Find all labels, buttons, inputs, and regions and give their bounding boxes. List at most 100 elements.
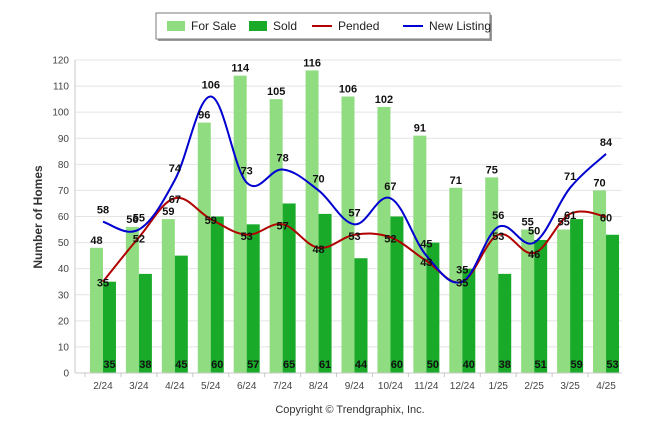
label-pended: 43 [420,257,432,269]
bar-sold [462,268,476,373]
bar-sold [246,224,260,373]
label-pended: 57 [277,220,289,232]
label-sold: 60 [391,359,403,371]
label-for-sale: 105 [267,86,285,98]
label-for-sale: 75 [486,164,498,176]
bar-sold [138,273,152,373]
bar-for-sale [521,229,535,373]
bar-for-sale [341,96,355,374]
label-sold: 65 [283,359,295,371]
y-tick-label: 120 [52,56,69,67]
x-tick-label: 7/24 [273,381,293,392]
y-tick-label: 90 [58,134,70,145]
y-tick-label: 0 [63,369,69,380]
label-sold: 53 [606,359,618,371]
y-tick-label: 20 [58,316,70,327]
legend-label: New Listing [429,19,491,33]
bar-for-sale [269,99,283,373]
label-for-sale: 71 [450,175,462,187]
label-new-listing: 45 [420,239,432,251]
label-pended: 53 [348,231,360,243]
label-sold: 50 [427,359,439,371]
bar-sold [426,242,440,373]
label-for-sale: 59 [162,206,174,218]
bar-for-sale [161,219,175,373]
x-tick-label: 4/24 [165,381,185,392]
label-pended: 48 [312,244,324,256]
bar-for-sale [413,135,427,373]
label-new-listing: 58 [97,205,109,217]
label-for-sale: 106 [339,84,357,96]
label-new-listing: 50 [528,226,540,238]
label-for-sale: 48 [90,235,102,247]
y-tick-label: 80 [58,160,70,171]
label-pended: 60 [600,213,612,225]
y-tick-label: 30 [58,290,70,301]
legend-label: For Sale [191,19,237,33]
label-new-listing: 84 [600,137,613,149]
bar-for-sale [125,226,139,373]
x-tick-label: 2/24 [93,381,113,392]
bar-sold [354,258,368,373]
label-pended: 35 [97,278,109,290]
bar-sold [570,219,584,373]
label-pended: 67 [169,194,181,206]
label-new-listing: 70 [312,173,324,185]
bar-for-sale [557,229,571,373]
line-pended [102,196,607,284]
bar-sold [102,281,116,373]
y-tick-label: 10 [58,342,70,353]
y-tick-label: 50 [58,238,70,249]
bar-for-sale [197,122,211,373]
label-sold: 51 [535,359,547,371]
legend-label: Pended [338,19,379,33]
label-new-listing: 35 [456,265,468,277]
copyright-text: Copyright © Trendgraphix, Inc. [275,404,424,416]
bar-for-sale [377,106,391,373]
bar-sold [498,273,512,373]
bar-for-sale [449,187,463,373]
y-tick-label: 60 [58,212,70,223]
bar-sold [282,203,296,373]
label-for-sale: 55 [522,217,534,229]
label-new-listing: 71 [564,171,576,183]
label-for-sale: 70 [593,177,605,189]
label-pended: 52 [384,233,396,245]
bar-sold [534,239,548,373]
bar-sold [318,213,332,373]
label-sold: 45 [175,359,187,371]
label-new-listing: 55 [133,213,145,225]
x-tick-label: 11/24 [414,381,439,392]
label-new-listing: 67 [384,181,396,193]
bar-for-sale [593,190,607,373]
label-new-listing: 106 [202,80,220,92]
x-tick-label: 8/24 [309,381,329,392]
label-for-sale: 116 [303,57,321,69]
label-sold: 44 [355,359,368,371]
x-tick-label: 1/25 [488,381,508,392]
label-sold: 40 [463,359,475,371]
x-tick-label: 10/24 [378,381,403,392]
label-pended: 53 [241,231,253,243]
legend-swatch-sold [249,21,267,31]
label-for-sale: 55 [557,217,569,229]
bar-sold [210,216,224,373]
legend[interactable]: For Sale Sold Pended New Listing [155,12,492,41]
label-pended: 61 [564,210,576,222]
bar-sold [174,255,188,373]
label-new-listing: 57 [348,207,360,219]
y-axis-title: Number of Homes [31,165,45,269]
line-layer [102,95,607,284]
label-sold: 57 [247,359,259,371]
legend-label: Sold [273,19,297,33]
label-sold: 61 [319,359,331,371]
label-pended: 46 [528,249,540,261]
label-new-listing: 73 [241,166,253,178]
bar-for-sale [89,247,103,373]
y-tick-label: 110 [53,82,69,93]
label-for-sale: 114 [231,63,250,75]
label-sold: 60 [211,359,223,371]
x-tick-label: 2/25 [524,381,544,392]
label-sold: 35 [103,359,115,371]
